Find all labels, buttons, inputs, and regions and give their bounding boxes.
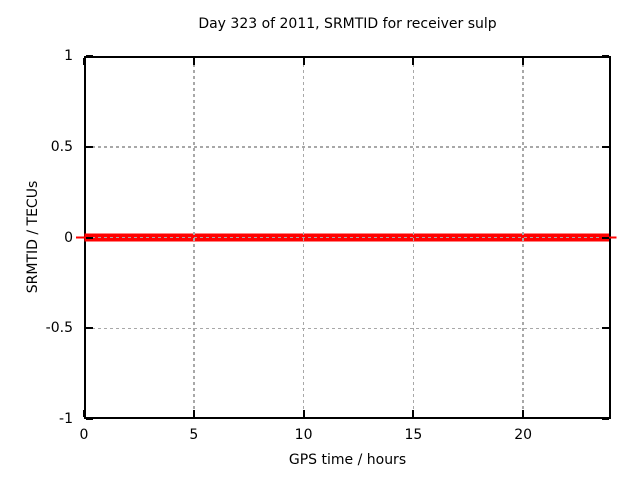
x-tickmark-top <box>412 58 415 65</box>
y-tick-label: 0 <box>64 229 73 246</box>
y-tick-label: -1 <box>59 411 73 427</box>
gridline-horizontal <box>86 146 609 148</box>
chart-title: Day 323 of 2011, SRMTID for receiver sul… <box>198 16 497 32</box>
x-tickmark-bottom <box>522 410 525 417</box>
x-tickmark-bottom <box>83 410 85 417</box>
x-tick-label: 0 <box>79 427 89 443</box>
y-tick-label: 1 <box>64 48 73 64</box>
x-tick-label: 20 <box>514 427 533 443</box>
x-tickmark-bottom <box>412 410 415 417</box>
y-tickmark-right <box>602 236 609 239</box>
x-tick-label: 10 <box>294 427 313 443</box>
y-tickmark-left <box>86 55 93 57</box>
x-tickmark-top <box>302 58 305 65</box>
y-tick-label: 0.5 <box>50 138 73 155</box>
x-tickmark-top <box>522 58 525 65</box>
gridline-horizontal <box>86 327 609 329</box>
y-tick-label: -0.5 <box>45 320 73 337</box>
x-tick-label: 15 <box>404 427 423 443</box>
x-tickmark-top <box>192 58 195 65</box>
y-tickmark-right <box>602 327 609 330</box>
x-tickmark-top <box>83 58 85 65</box>
y-tickmark-left <box>86 236 93 239</box>
x-axis-label: GPS time / hours <box>288 452 407 468</box>
y-tickmark-left <box>86 327 93 330</box>
y-tickmark-right <box>602 55 609 57</box>
gridline-horizontal <box>86 236 609 239</box>
x-tickmark-bottom <box>192 410 195 417</box>
y-tickmark-left <box>86 145 93 148</box>
y-tickmark-right <box>602 418 609 420</box>
y-tickmark-left <box>86 418 93 420</box>
x-tick-label: 5 <box>189 427 199 443</box>
y-tickmark-right <box>602 145 609 148</box>
x-tickmark-bottom <box>302 410 305 417</box>
